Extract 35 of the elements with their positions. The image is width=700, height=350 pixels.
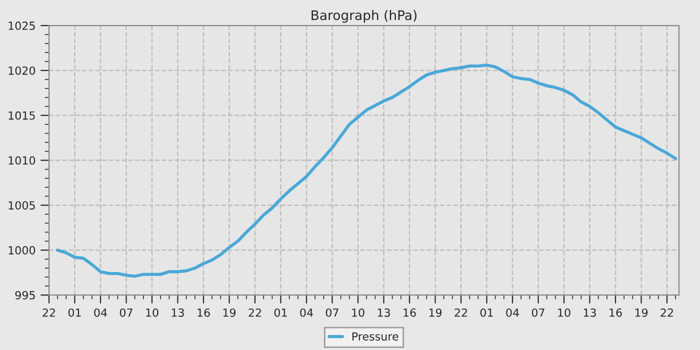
- x-tick-label: 19: [635, 308, 648, 317]
- x-tick-label: 22: [248, 308, 261, 317]
- x-tick-label: 16: [198, 308, 210, 317]
- x-tick-label: 07: [326, 308, 338, 317]
- x-tick-label: 01: [480, 308, 493, 317]
- x-tick-label: 22: [454, 308, 467, 317]
- x-tick-label: 01: [68, 308, 81, 317]
- y-tick-label: 1000: [8, 246, 36, 255]
- x-tick-label: 22: [42, 308, 55, 317]
- x-tick-label: 22: [660, 308, 673, 317]
- x-tick-label: 07: [532, 308, 544, 317]
- x-tick-label: 07: [120, 308, 132, 317]
- y-tick-label: 1015: [8, 111, 35, 120]
- y-tick-label: 1020: [8, 66, 36, 75]
- y-tick-label: 1010: [8, 156, 36, 165]
- x-tick-label: 04: [94, 308, 107, 317]
- x-tick-label: 16: [404, 308, 416, 317]
- x-tick-label: 04: [506, 308, 519, 317]
- x-tick-label: 10: [558, 308, 570, 317]
- y-tick-label: 1005: [8, 201, 35, 210]
- x-tick-label: 01: [274, 308, 287, 317]
- legend-label: Pressure: [352, 332, 398, 341]
- x-tick-label: 19: [429, 308, 442, 317]
- line-series: [56, 64, 678, 278]
- chart-title: Barograph (hPa): [312, 10, 416, 23]
- x-tick-label: 10: [146, 308, 158, 317]
- y-tick-label: 995: [15, 291, 35, 300]
- y-tick-label: 1025: [8, 22, 35, 30]
- x-tick-label: 10: [352, 308, 364, 317]
- x-tick-label: 13: [378, 308, 390, 317]
- x-tick-label: 16: [610, 308, 622, 317]
- x-tick-label: 19: [223, 308, 236, 317]
- x-tick-label: 04: [300, 308, 313, 317]
- x-tick-label: 13: [172, 308, 184, 317]
- x-tick-label: 13: [584, 308, 596, 317]
